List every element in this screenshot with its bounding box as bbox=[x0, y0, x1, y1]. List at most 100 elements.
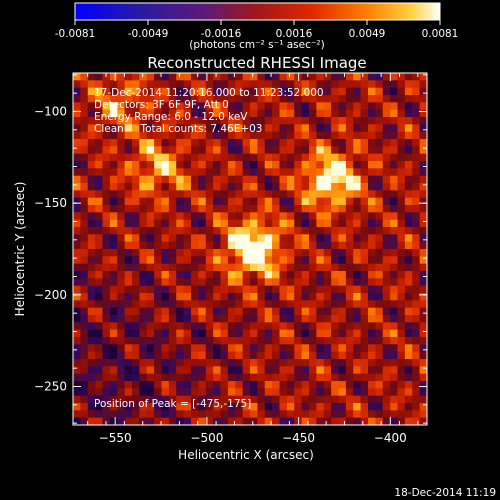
heatmap-cell bbox=[331, 285, 339, 294]
heatmap-cell bbox=[397, 80, 406, 88]
heatmap-cell bbox=[382, 131, 391, 140]
heatmap-cell bbox=[309, 183, 317, 191]
heatmap-cell bbox=[382, 146, 391, 154]
heatmap-cell bbox=[95, 417, 103, 426]
heatmap-cell bbox=[80, 256, 89, 264]
heatmap-cell bbox=[176, 80, 184, 88]
heatmap-cell bbox=[154, 300, 162, 308]
heatmap-cell bbox=[286, 293, 295, 301]
heatmap-cell bbox=[220, 249, 229, 257]
heatmap-cell bbox=[154, 153, 162, 162]
heatmap-cell bbox=[257, 212, 266, 220]
heatmap-cell bbox=[338, 183, 347, 191]
heatmap-cell bbox=[80, 212, 89, 220]
heatmap-cell bbox=[124, 219, 133, 228]
heatmap-cell bbox=[205, 278, 214, 286]
heatmap-cell bbox=[412, 337, 420, 345]
heatmap-cell bbox=[412, 359, 420, 367]
heatmap-cell bbox=[161, 168, 170, 176]
heatmap-cell bbox=[279, 109, 288, 118]
heatmap-cell bbox=[353, 322, 361, 330]
heatmap-cell bbox=[198, 417, 207, 426]
heatmap-cell bbox=[132, 315, 140, 323]
heatmap-cell bbox=[132, 278, 140, 286]
heatmap-cell bbox=[294, 205, 302, 213]
heatmap-cell bbox=[73, 80, 81, 88]
heatmap-cell bbox=[73, 117, 81, 125]
heatmap-cell bbox=[397, 234, 406, 242]
heatmap-cell bbox=[390, 366, 398, 374]
heatmap-cell bbox=[132, 300, 140, 308]
heatmap-cell bbox=[338, 359, 347, 367]
heatmap-cell bbox=[301, 183, 310, 191]
heatmap-cell bbox=[117, 271, 125, 279]
heatmap-cell bbox=[338, 168, 347, 176]
heatmap-cell bbox=[294, 373, 302, 382]
heatmap-cell bbox=[73, 183, 81, 191]
heatmap-cell bbox=[161, 263, 170, 272]
heatmap-cell bbox=[294, 307, 302, 316]
heatmap-cell bbox=[375, 293, 384, 301]
heatmap-cell bbox=[294, 344, 302, 352]
heatmap-cell bbox=[338, 131, 347, 140]
heatmap-cell bbox=[294, 285, 302, 294]
heatmap-cell bbox=[309, 139, 317, 147]
heatmap-cell bbox=[176, 271, 184, 279]
heatmap-cell bbox=[213, 271, 221, 279]
heatmap-cell bbox=[309, 300, 317, 308]
heatmap-cell bbox=[73, 146, 81, 154]
heatmap-cell bbox=[257, 80, 266, 88]
heatmap-cell bbox=[154, 161, 162, 169]
heatmap-cell bbox=[191, 344, 199, 352]
heatmap-cell bbox=[95, 102, 103, 110]
heatmap-cell bbox=[183, 175, 192, 184]
heatmap-cell bbox=[301, 168, 310, 176]
heatmap-cell bbox=[168, 263, 177, 272]
heatmap-cell bbox=[198, 124, 207, 132]
heatmap-cell bbox=[382, 403, 391, 411]
heatmap-cell bbox=[213, 359, 221, 367]
heatmap-cell bbox=[132, 366, 140, 374]
heatmap-cell bbox=[87, 271, 96, 279]
heatmap-cell bbox=[360, 417, 369, 426]
heatmap-cell bbox=[360, 117, 369, 125]
heatmap-cell bbox=[191, 131, 199, 140]
heatmap-cell bbox=[191, 234, 199, 242]
heatmap-cell bbox=[404, 87, 413, 96]
heatmap-cell bbox=[213, 241, 221, 250]
heatmap-cell bbox=[404, 73, 413, 81]
heatmap-cell bbox=[272, 337, 280, 345]
heatmap-cell bbox=[154, 117, 162, 125]
heatmap-cell bbox=[102, 307, 111, 316]
heatmap-cell bbox=[109, 73, 118, 81]
heatmap-cell bbox=[323, 366, 332, 374]
heatmap-cell bbox=[220, 388, 229, 396]
heatmap-cell bbox=[191, 300, 199, 308]
heatmap-cell bbox=[412, 146, 420, 154]
heatmap-cell bbox=[286, 256, 295, 264]
heatmap-cell bbox=[139, 109, 148, 118]
heatmap-cell bbox=[404, 109, 413, 118]
heatmap-image bbox=[73, 73, 428, 426]
heatmap-cell bbox=[382, 175, 391, 184]
heatmap-cell bbox=[309, 168, 317, 176]
heatmap-cell bbox=[235, 271, 243, 279]
heatmap-cell bbox=[419, 381, 428, 389]
heatmap-cell bbox=[412, 278, 420, 286]
heatmap-cell bbox=[368, 146, 376, 154]
heatmap-cell bbox=[139, 161, 148, 169]
heatmap-cell bbox=[419, 395, 428, 404]
heatmap-cell bbox=[368, 373, 376, 382]
heatmap-cell bbox=[286, 131, 295, 140]
heatmap-cell bbox=[146, 395, 155, 404]
heatmap-cell bbox=[375, 153, 384, 162]
heatmap-cell bbox=[323, 351, 332, 360]
heatmap-cell bbox=[382, 381, 391, 389]
heatmap-cell bbox=[272, 344, 280, 352]
heatmap-cell bbox=[397, 359, 406, 367]
heatmap-cell bbox=[286, 307, 295, 316]
heatmap-cell bbox=[161, 227, 170, 235]
heatmap-cell bbox=[382, 190, 391, 198]
heatmap-cell bbox=[220, 366, 229, 374]
heatmap-cell bbox=[139, 168, 148, 176]
